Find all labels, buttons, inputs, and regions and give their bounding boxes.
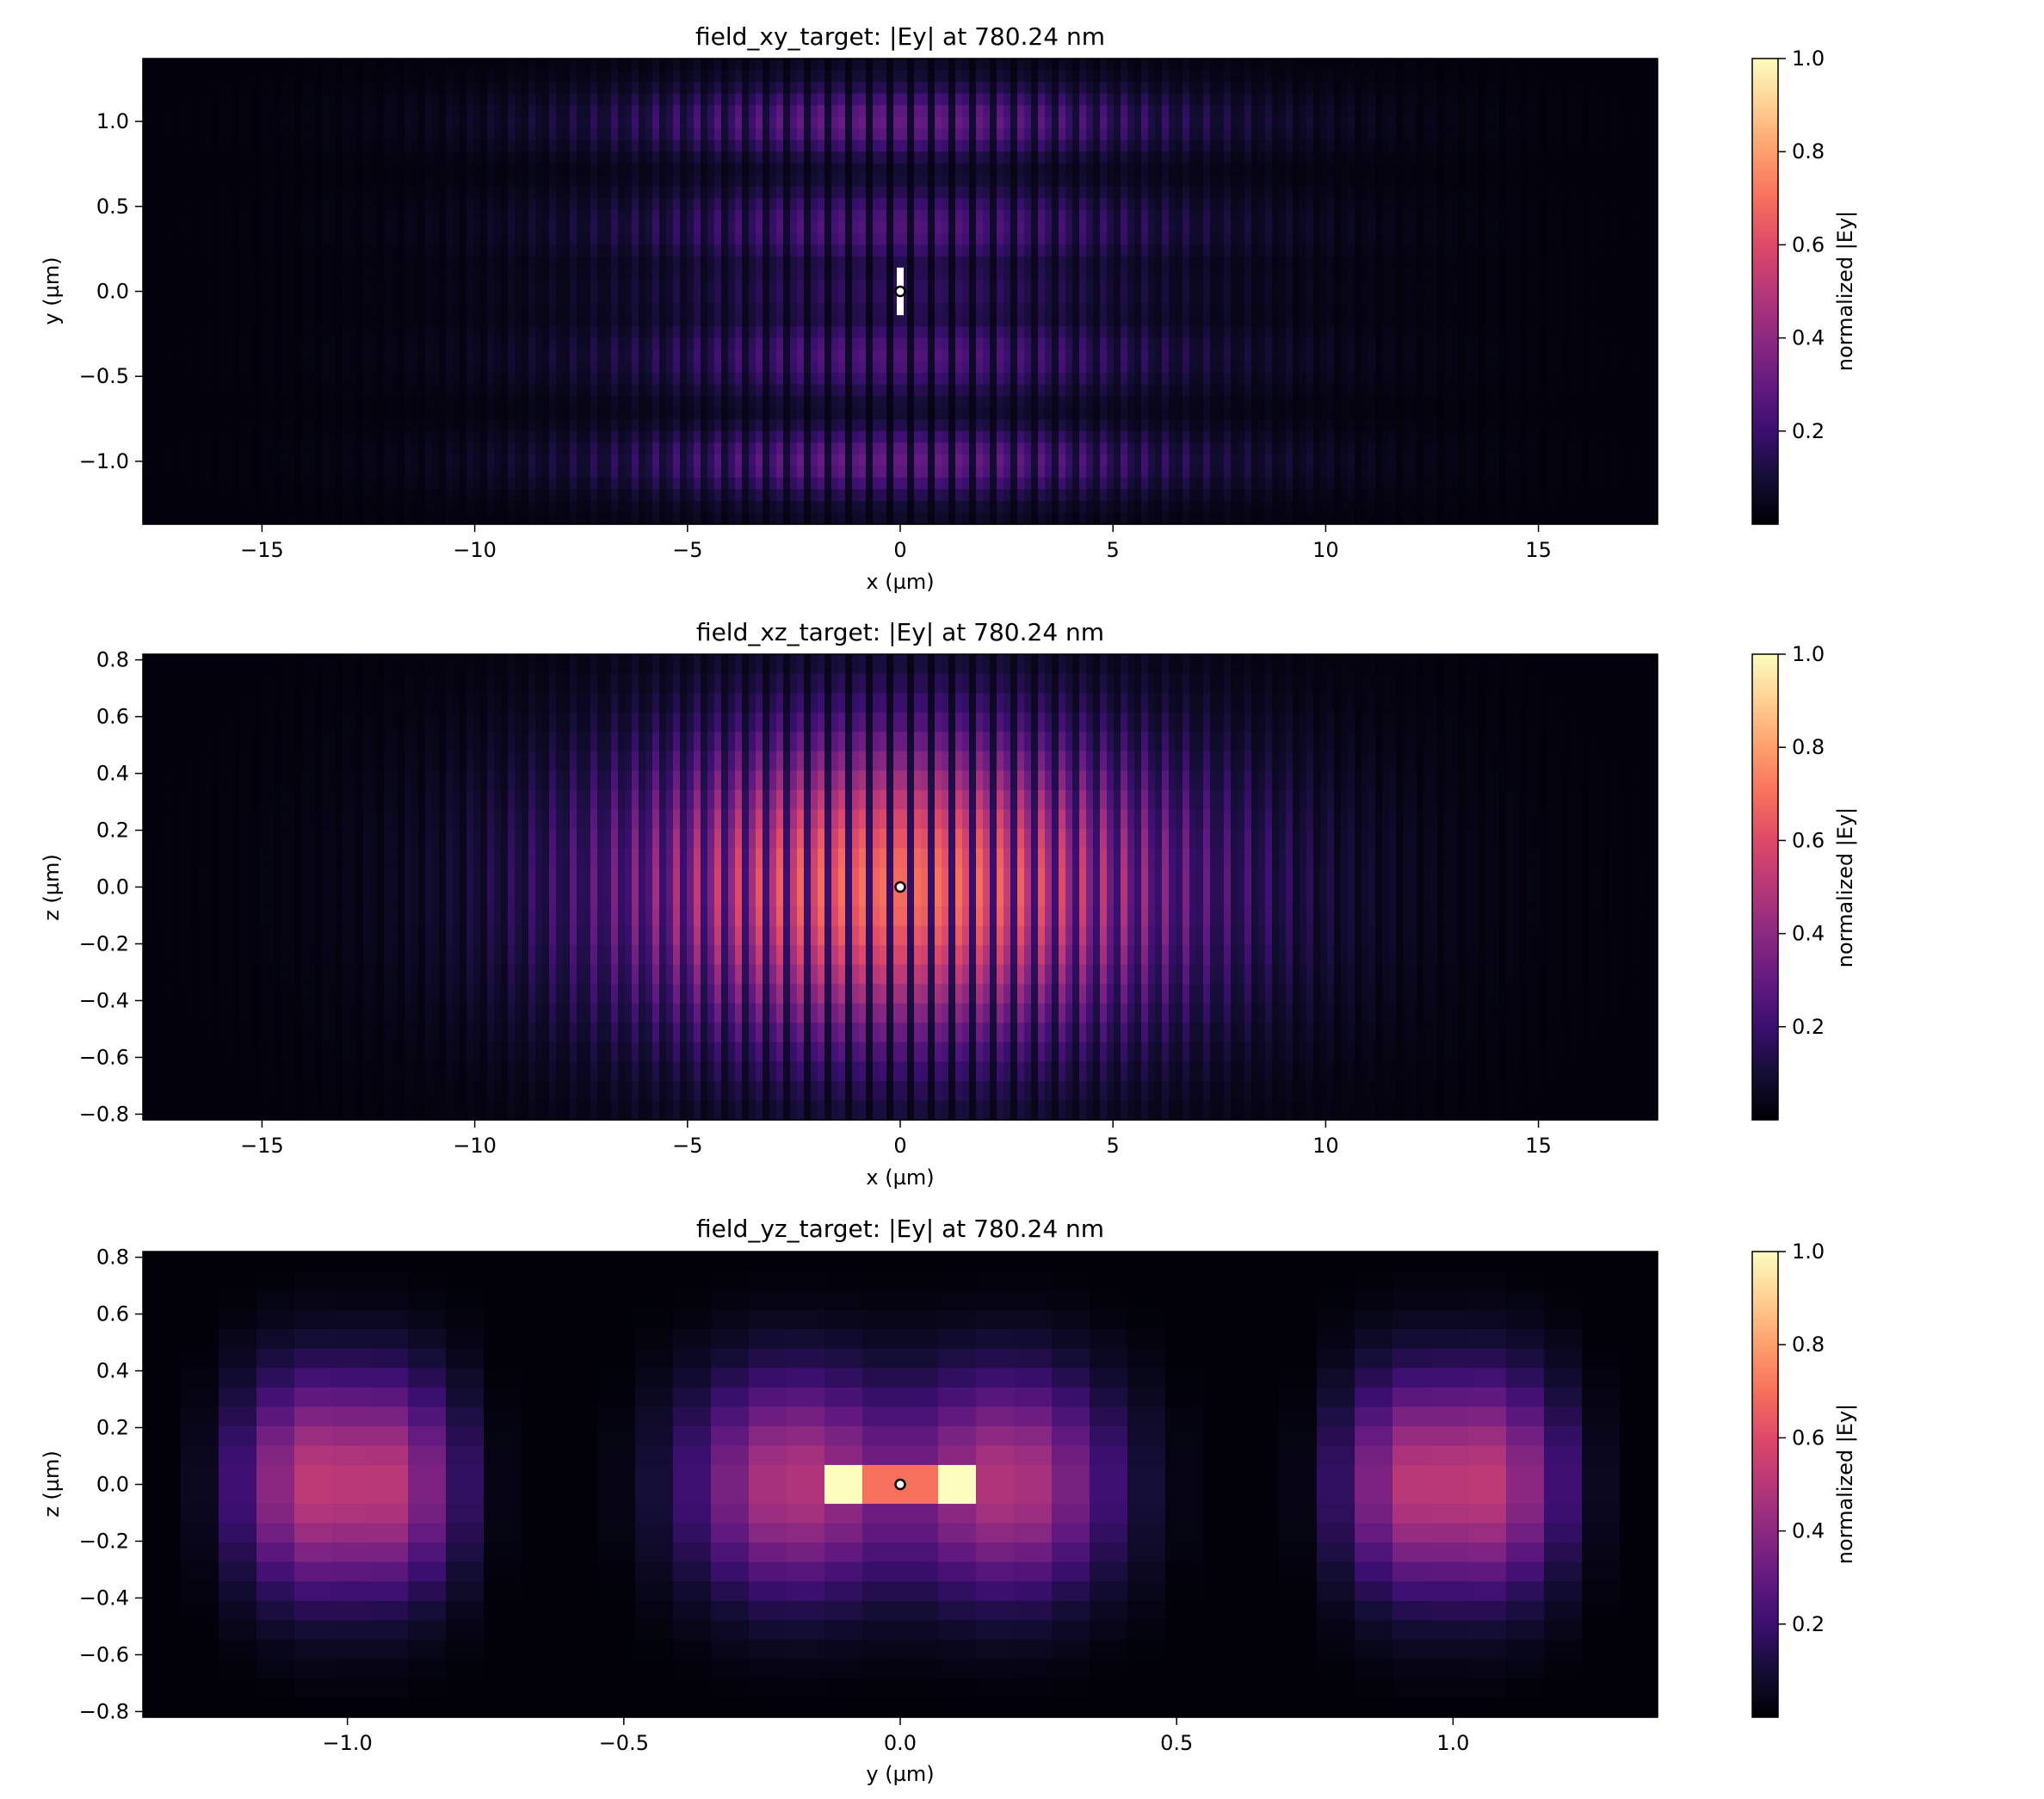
x-tick-label: 0 bbox=[893, 538, 906, 562]
x-tick-label: −10 bbox=[453, 538, 497, 562]
y-tick-label: 0.6 bbox=[96, 705, 129, 729]
colorbar-tick-label: 0.6 bbox=[1792, 232, 1825, 257]
panel-yz-x-label: y (µm) bbox=[866, 1762, 934, 1786]
panel-xy-colorbar-label: normalized |Ey| bbox=[1833, 211, 1857, 372]
x-tick-label: 1.0 bbox=[1436, 1731, 1469, 1755]
x-tick-label: −15 bbox=[240, 538, 284, 562]
colorbar-tick-label: 0.6 bbox=[1792, 1425, 1825, 1450]
y-tick-label: 0.0 bbox=[96, 1473, 129, 1497]
panel-yz-heatmap bbox=[143, 1252, 1658, 1718]
panel-yz-x-axis: −1.0 −0.5 0.0 0.5 1.0 bbox=[323, 1717, 1469, 1755]
y-tick-label: −0.4 bbox=[79, 1586, 129, 1610]
panel-xy-x-label: x (µm) bbox=[866, 570, 934, 594]
y-tick-label: −0.8 bbox=[79, 1699, 129, 1723]
y-tick-label: −1.0 bbox=[79, 449, 129, 473]
colorbar-tick-label: 0.2 bbox=[1792, 1015, 1825, 1039]
x-tick-label: 0.0 bbox=[884, 1731, 917, 1755]
colorbar-tick-label: 0.2 bbox=[1792, 1612, 1825, 1636]
colorbar-tick-label: 0.4 bbox=[1792, 326, 1825, 350]
panel-xz-heatmap bbox=[143, 654, 1658, 1121]
panel-xy-title: field_xy_target: |Ey| at 780.24 nm bbox=[695, 22, 1105, 51]
colorbar-tick-label: 0.2 bbox=[1792, 419, 1825, 443]
x-tick-label: 0.5 bbox=[1160, 1731, 1193, 1755]
y-tick-label: −0.6 bbox=[79, 1642, 129, 1666]
x-tick-label: −5 bbox=[672, 1134, 702, 1158]
colorbar-tick-label: 0.8 bbox=[1792, 735, 1825, 759]
x-tick-label: −10 bbox=[453, 1134, 497, 1158]
y-tick-label: 0.2 bbox=[96, 819, 129, 843]
y-tick-label: 0.8 bbox=[96, 1246, 129, 1270]
panel-xy-y-axis: −1.0 −0.5 0.0 0.5 1.0 bbox=[79, 109, 143, 473]
colorbar-tick-label: 0.6 bbox=[1792, 828, 1825, 852]
colorbar-tick-label: 1.0 bbox=[1792, 1240, 1825, 1264]
colorbar-gradient bbox=[1751, 1251, 1779, 1718]
y-tick-label: 0.4 bbox=[96, 1359, 129, 1383]
y-tick-label: 1.0 bbox=[96, 109, 129, 133]
x-tick-label: −0.5 bbox=[599, 1731, 649, 1755]
x-tick-label: 10 bbox=[1312, 538, 1339, 562]
colorbar-tick-label: 1.0 bbox=[1792, 46, 1825, 71]
colorbar-tick-label: 0.4 bbox=[1792, 1519, 1825, 1543]
x-tick-label: 0 bbox=[893, 1134, 906, 1158]
panel-xy-x-axis: −15 −10 −5 0 5 10 15 bbox=[240, 524, 1552, 562]
y-tick-label: 0.0 bbox=[96, 875, 129, 900]
x-tick-label: 15 bbox=[1525, 538, 1552, 562]
panel-yz-title: field_yz_target: |Ey| at 780.24 nm bbox=[696, 1215, 1104, 1243]
x-tick-label: −5 bbox=[672, 538, 702, 562]
x-tick-label: 15 bbox=[1525, 1134, 1552, 1158]
x-tick-label: −15 bbox=[240, 1134, 284, 1158]
y-tick-label: −0.2 bbox=[79, 1529, 129, 1553]
y-tick-label: −0.2 bbox=[79, 931, 129, 955]
target-point-marker bbox=[894, 881, 906, 893]
colorbar-tick-label: 0.8 bbox=[1792, 1332, 1825, 1357]
y-tick-label: 0.6 bbox=[96, 1302, 129, 1326]
panel-xz-title: field_xz_target: |Ey| at 780.24 nm bbox=[696, 618, 1104, 646]
y-tick-label: 0.0 bbox=[96, 280, 129, 304]
panel-yz-y-label: z (µm) bbox=[40, 1450, 64, 1518]
panel-xz-colorbar-label: normalized |Ey| bbox=[1833, 807, 1857, 968]
panel-xz-y-label: z (µm) bbox=[40, 854, 64, 921]
y-tick-label: 0.8 bbox=[96, 648, 129, 672]
panel-yz-y-axis: −0.8 −0.6 −0.4 −0.2 0.0 0.2 0.4 0.6 0.8 bbox=[79, 1246, 143, 1723]
y-tick-label: −0.5 bbox=[79, 364, 129, 388]
panel-xz-x-label: x (µm) bbox=[866, 1165, 934, 1190]
panel-xz: field_xz_target: |Ey| at 780.24 nm −15 −1… bbox=[40, 618, 1857, 1190]
y-tick-label: 0.4 bbox=[96, 762, 129, 786]
x-tick-label: 5 bbox=[1107, 538, 1120, 562]
panel-yz-colorbar: 0.2 0.4 0.6 0.8 1.0 bbox=[1751, 1240, 1825, 1718]
target-point-marker bbox=[894, 285, 906, 298]
panel-xy-colorbar: 0.2 0.4 0.6 0.8 1.0 bbox=[1751, 46, 1825, 525]
panel-xz-x-axis: −15 −10 −5 0 5 10 15 bbox=[240, 1120, 1552, 1158]
panel-yz-colorbar-label: normalized |Ey| bbox=[1833, 1404, 1857, 1565]
y-tick-label: 0.2 bbox=[96, 1416, 129, 1440]
panel-xy: field_xy_target: |Ey| at 780.24 nm −15 −1… bbox=[40, 22, 1857, 594]
colorbar-tick-label: 1.0 bbox=[1792, 642, 1825, 666]
x-tick-label: 10 bbox=[1312, 1134, 1339, 1158]
colorbar-tick-label: 0.4 bbox=[1792, 922, 1825, 946]
target-point-marker bbox=[894, 1478, 906, 1491]
x-tick-label: −1.0 bbox=[323, 1731, 373, 1755]
panel-xy-y-label: y (µm) bbox=[40, 257, 64, 325]
colorbar-gradient bbox=[1751, 58, 1779, 525]
y-tick-label: −0.4 bbox=[79, 988, 129, 1012]
y-tick-label: −0.8 bbox=[79, 1102, 129, 1126]
panel-xz-colorbar: 0.2 0.4 0.6 0.8 1.0 bbox=[1751, 642, 1825, 1121]
y-tick-label: 0.5 bbox=[96, 195, 129, 219]
panel-xy-heatmap bbox=[143, 59, 1658, 525]
y-tick-label: −0.6 bbox=[79, 1045, 129, 1069]
panel-yz: field_yz_target: |Ey| at 780.24 nm −1.0−… bbox=[40, 1215, 1857, 1786]
x-tick-label: 5 bbox=[1107, 1134, 1120, 1158]
colorbar-tick-label: 0.8 bbox=[1792, 139, 1825, 164]
colorbar-gradient bbox=[1751, 653, 1779, 1121]
panel-xz-y-axis: −0.8 −0.6 −0.4 −0.2 0.0 0.2 0.4 0.6 0.8 bbox=[79, 648, 143, 1126]
